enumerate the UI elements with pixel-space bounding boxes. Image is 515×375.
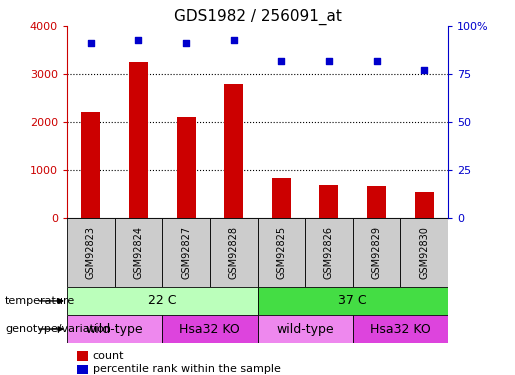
Text: wild-type: wild-type [86,322,143,336]
Text: GSM92823: GSM92823 [86,226,96,279]
Text: wild-type: wild-type [277,322,334,336]
Text: GSM92830: GSM92830 [419,226,429,279]
Text: GSM92824: GSM92824 [133,226,143,279]
Title: GDS1982 / 256091_at: GDS1982 / 256091_at [174,9,341,25]
Bar [114,217,162,287]
Bar [162,315,258,343]
Text: GSM92829: GSM92829 [372,226,382,279]
Bar [77,364,88,374]
Point [230,37,238,43]
Bar [272,178,291,218]
Text: Hsa32 KO: Hsa32 KO [370,322,431,336]
Text: GSM92828: GSM92828 [229,226,238,279]
Text: Hsa32 KO: Hsa32 KO [180,322,240,336]
Text: 37 C: 37 C [338,294,367,307]
Text: count: count [93,351,124,361]
Point [325,58,333,64]
Text: GSM92826: GSM92826 [324,226,334,279]
Point [134,37,143,43]
Bar [353,217,401,287]
Text: GSM92827: GSM92827 [181,226,191,279]
Bar [415,192,434,217]
Bar [258,217,305,287]
Bar [81,112,100,218]
Bar [353,315,448,343]
Bar [67,217,115,287]
Bar [401,217,448,287]
Bar [210,217,258,287]
Bar [67,315,162,343]
Bar [258,315,353,343]
Text: temperature: temperature [5,296,75,306]
Bar [367,186,386,218]
Point [277,58,285,64]
Text: genotype/variation: genotype/variation [5,324,111,334]
Bar [177,117,196,218]
Point [87,40,95,46]
Bar [67,287,258,315]
Point [420,67,428,73]
Text: 22 C: 22 C [148,294,177,307]
Bar [129,62,148,217]
Text: percentile rank within the sample: percentile rank within the sample [93,364,281,374]
Bar [258,287,448,315]
Point [182,40,190,46]
Bar [305,217,353,287]
Bar [224,84,243,218]
Bar [162,217,210,287]
Bar [319,185,338,218]
Point [372,58,381,64]
Text: GSM92825: GSM92825 [277,226,286,279]
Bar [77,351,88,361]
